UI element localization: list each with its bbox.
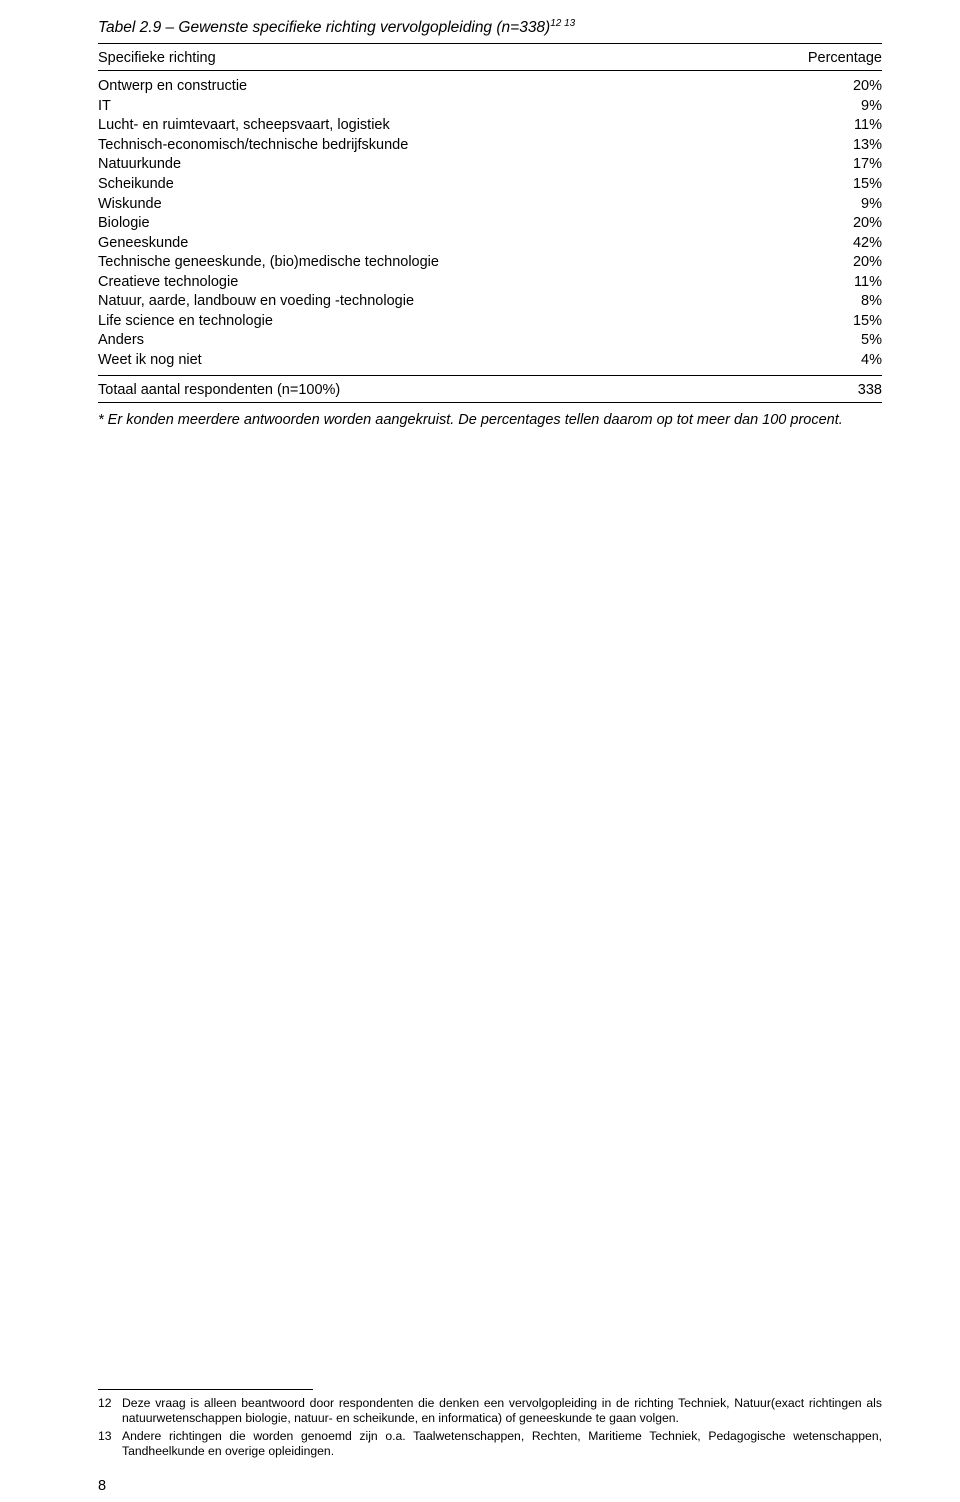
header-right: Percentage [808, 50, 882, 66]
footnote-number: 13 [98, 1429, 122, 1460]
row-value: 15% [822, 175, 882, 195]
title-text: Tabel 2.9 – Gewenste specifieke richting… [98, 19, 550, 36]
row-value: 13% [822, 136, 882, 156]
footnote-item: 13Andere richtingen die worden genoemd z… [98, 1429, 882, 1460]
row-label: Wiskunde [98, 195, 822, 215]
row-label: Technische geneeskunde, (bio)medische te… [98, 253, 822, 273]
footnote-text: Andere richtingen die worden genoemd zij… [122, 1429, 882, 1460]
table-body: Ontwerp en constructie20%IT9%Lucht- en r… [98, 71, 882, 374]
row-label: Creatieve technologie [98, 273, 822, 293]
table-row: Creatieve technologie11% [98, 273, 882, 293]
table-row: Geneeskunde42% [98, 234, 882, 254]
row-label: Weet ik nog niet [98, 351, 822, 371]
footer-notes: 12Deze vraag is alleen beantwoord door r… [98, 1389, 882, 1462]
table-row: Natuur, aarde, landbouw en voeding -tech… [98, 292, 882, 312]
row-label: Natuur, aarde, landbouw en voeding -tech… [98, 292, 822, 312]
footnote-item: 12Deze vraag is alleen beantwoord door r… [98, 1396, 882, 1427]
table-row: Scheikunde15% [98, 175, 882, 195]
row-value: 8% [822, 292, 882, 312]
table-row: Life science en technologie15% [98, 312, 882, 332]
table-row: Lucht- en ruimtevaart, scheepsvaart, log… [98, 116, 882, 136]
table-row: IT9% [98, 97, 882, 117]
table-row: Biologie20% [98, 214, 882, 234]
title-superscript: 12 13 [550, 18, 575, 29]
row-label: Life science en technologie [98, 312, 822, 332]
table-header: Specifieke richting Percentage [98, 44, 882, 70]
row-label: Ontwerp en constructie [98, 77, 822, 97]
footnote-separator [98, 1389, 313, 1390]
row-value: 20% [822, 214, 882, 234]
row-value: 11% [822, 116, 882, 136]
total-label: Totaal aantal respondenten (n=100%) [98, 382, 340, 398]
row-value: 4% [822, 351, 882, 371]
table-row: Technische geneeskunde, (bio)medische te… [98, 253, 882, 273]
table-row: Anders5% [98, 331, 882, 351]
row-label: Biologie [98, 214, 822, 234]
table-row: Weet ik nog niet4% [98, 351, 882, 371]
rule-bottom [98, 402, 882, 403]
row-label: Natuurkunde [98, 155, 822, 175]
row-label: Technisch-economisch/technische bedrijfs… [98, 136, 822, 156]
row-value: 20% [822, 253, 882, 273]
row-label: Scheikunde [98, 175, 822, 195]
footnote-number: 12 [98, 1396, 122, 1427]
footnote-star: * Er konden meerdere antwoorden worden a… [98, 411, 882, 431]
total-value: 338 [858, 382, 882, 398]
row-label: Anders [98, 331, 822, 351]
total-row: Totaal aantal respondenten (n=100%) 338 [98, 376, 882, 402]
row-value: 5% [822, 331, 882, 351]
table-row: Wiskunde9% [98, 195, 882, 215]
row-value: 9% [822, 195, 882, 215]
table-row: Ontwerp en constructie20% [98, 77, 882, 97]
row-value: 20% [822, 77, 882, 97]
row-label: IT [98, 97, 822, 117]
row-value: 15% [822, 312, 882, 332]
row-value: 9% [822, 97, 882, 117]
table-row: Technisch-economisch/technische bedrijfs… [98, 136, 882, 156]
page-number: 8 [98, 1478, 106, 1494]
table-title: Tabel 2.9 – Gewenste specifieke richting… [98, 18, 882, 37]
row-label: Geneeskunde [98, 234, 822, 254]
row-value: 11% [822, 273, 882, 293]
table-row: Natuurkunde17% [98, 155, 882, 175]
row-value: 17% [822, 155, 882, 175]
row-value: 42% [822, 234, 882, 254]
footnote-text: Deze vraag is alleen beantwoord door res… [122, 1396, 882, 1427]
header-left: Specifieke richting [98, 50, 216, 66]
row-label: Lucht- en ruimtevaart, scheepsvaart, log… [98, 116, 822, 136]
